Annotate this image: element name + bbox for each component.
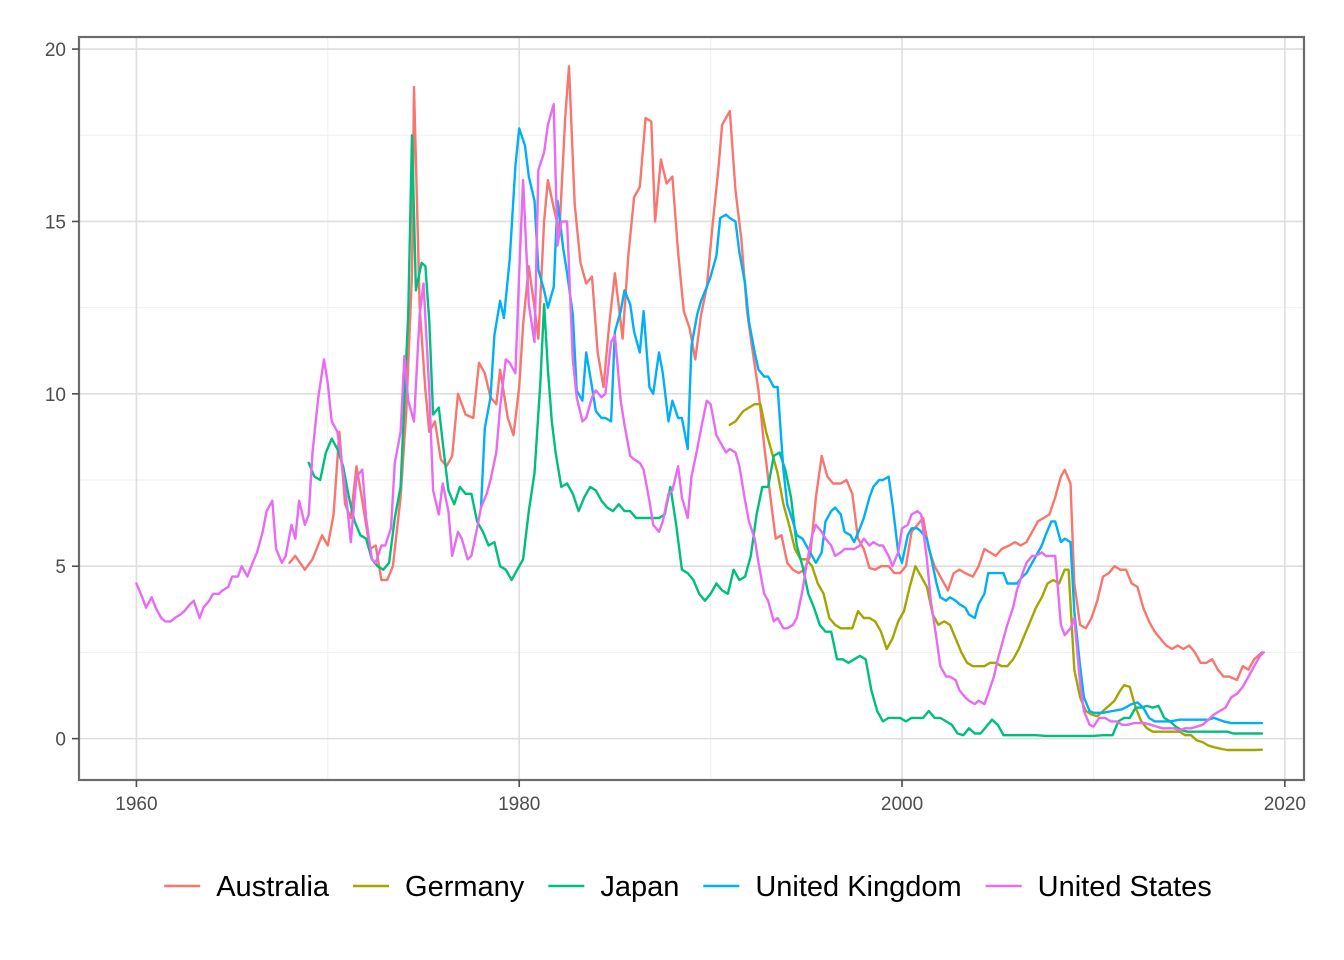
legend-label: United States — [1038, 871, 1212, 903]
legend-item: Japan — [548, 871, 679, 903]
plot-panel-border — [77, 35, 1306, 782]
y-tick-label: 0 — [55, 730, 66, 751]
x-tick-label: 1980 — [498, 794, 540, 815]
y-tick-label: 20 — [45, 40, 66, 61]
x-tick-label: 2000 — [881, 794, 923, 815]
legend-item: Germany — [353, 871, 525, 903]
legend-label: Germany — [405, 871, 525, 903]
series-line-japan — [307, 134, 1264, 738]
y-tick-label: 5 — [55, 557, 66, 578]
y-tick-label: 15 — [45, 212, 66, 233]
axes: 1960 1980 2000 2020 0 5 10 15 20 — [45, 40, 1306, 815]
series-line-germany — [728, 403, 1264, 752]
series-line-united-states — [135, 103, 1265, 732]
series-lines — [135, 65, 1265, 752]
y-tick-label: 10 — [45, 385, 66, 406]
legend-label: Australia — [216, 871, 330, 903]
legend-item: United States — [985, 871, 1212, 903]
series-line-united-kingdom — [479, 127, 1264, 725]
legend-label: United Kingdom — [755, 871, 961, 903]
series-line-australia — [288, 65, 1264, 682]
grid-lines — [79, 37, 1304, 780]
x-tick-label: 2020 — [1264, 794, 1306, 815]
legend: Australia Germany Japan United Kingdom Unite… — [164, 871, 1212, 903]
x-tick-label: 1960 — [115, 794, 157, 815]
legend-label: Japan — [600, 871, 679, 903]
legend-item: Australia — [164, 871, 330, 903]
legend-item: United Kingdom — [703, 871, 962, 903]
